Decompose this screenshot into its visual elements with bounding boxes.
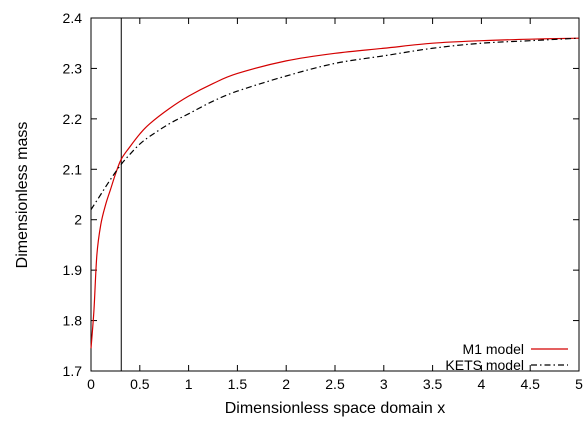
- legend-label-kets-model: KETS model: [445, 357, 524, 373]
- y-tick-label: 2.4: [63, 10, 83, 26]
- x-tick-label: 0: [87, 376, 95, 392]
- series-line-m1-model: [90, 37, 580, 349]
- x-tick-label: 4: [478, 376, 486, 392]
- x-tick-label: 4.5: [520, 376, 540, 392]
- x-tick-label: 5: [575, 376, 583, 392]
- legend-label-m1-model: M1 model: [463, 341, 524, 357]
- y-tick-label: 2.2: [63, 111, 83, 127]
- y-tick-label: 1.8: [63, 313, 83, 329]
- x-tick-label: 3: [380, 376, 388, 392]
- y-tick-label: 2: [74, 212, 82, 228]
- x-tick-label: 0.5: [130, 376, 150, 392]
- axes: 0 0.5 1 1.5 2 2.5 3 3.5 4 4.5 5 1.7 1.8 1.9 2 2.1 2.2 2.3…: [63, 10, 584, 392]
- plot-frame: [90, 17, 580, 372]
- y-tick-label: 1.9: [63, 262, 83, 278]
- x-tick-label: 2.5: [325, 376, 345, 392]
- y-tick-label: 2.3: [63, 60, 83, 76]
- x-tick-label: 2: [282, 376, 290, 392]
- series-lines: [90, 37, 580, 349]
- series-line-kets-model: [90, 37, 580, 210]
- x-tick-label: 1.5: [228, 376, 248, 392]
- y-tick-label: 2.1: [63, 161, 83, 177]
- x-axis-label: Dimensionless space domain x: [225, 400, 446, 417]
- y-axis-label: Dimensionless mass: [14, 122, 31, 269]
- x-tick-label: 3.5: [423, 376, 443, 392]
- x-tick-label: 1: [185, 376, 193, 392]
- y-tick-label: 1.7: [63, 363, 83, 379]
